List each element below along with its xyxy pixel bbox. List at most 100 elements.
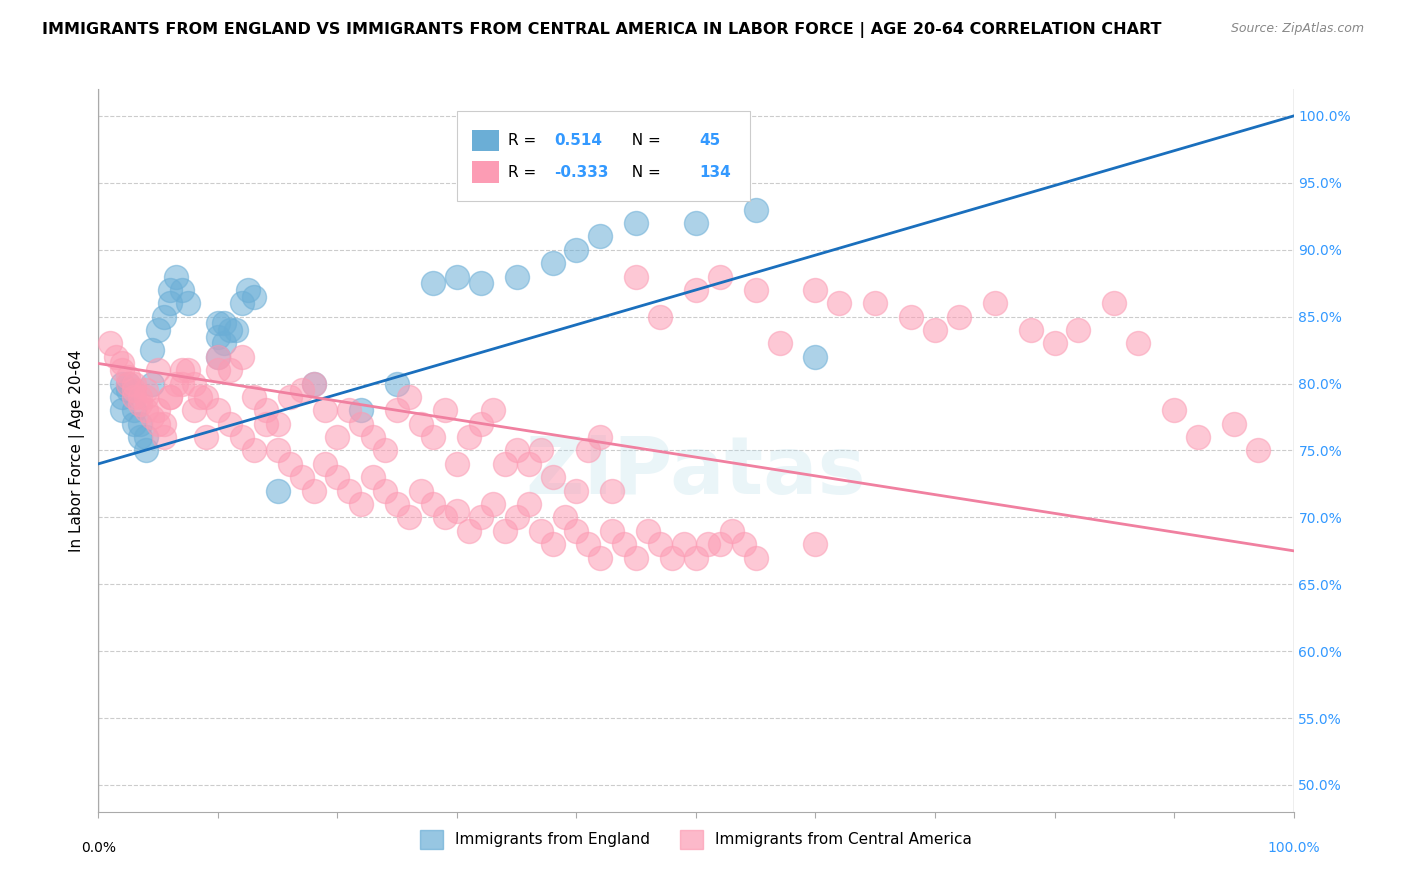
- Point: [159, 390, 181, 404]
- Point: [374, 443, 396, 458]
- Point: [141, 343, 163, 358]
- Point: [124, 403, 146, 417]
- Point: [225, 323, 247, 337]
- Point: [172, 376, 194, 391]
- Point: [506, 269, 529, 284]
- Point: [165, 376, 187, 391]
- Point: [481, 497, 505, 511]
- Point: [804, 283, 827, 297]
- Point: [172, 363, 194, 377]
- Point: [804, 537, 827, 551]
- Point: [165, 269, 187, 284]
- Point: [98, 336, 122, 351]
- Point: [302, 376, 325, 391]
- Point: [183, 376, 205, 391]
- Point: [541, 470, 564, 484]
- Point: [422, 430, 444, 444]
- Point: [398, 390, 420, 404]
- Point: [339, 403, 361, 417]
- Point: [494, 457, 516, 471]
- Point: [828, 296, 851, 310]
- Point: [236, 283, 259, 297]
- Point: [135, 390, 157, 404]
- Point: [124, 390, 146, 404]
- Point: [315, 403, 337, 417]
- Point: [207, 330, 229, 344]
- Text: N =: N =: [621, 165, 665, 180]
- Point: [1223, 417, 1246, 431]
- Point: [900, 310, 922, 324]
- Point: [153, 417, 176, 431]
- Point: [470, 277, 492, 291]
- Point: [207, 363, 229, 377]
- Point: [129, 396, 152, 410]
- Point: [124, 384, 146, 398]
- Point: [1043, 336, 1066, 351]
- Point: [278, 390, 301, 404]
- Point: [117, 376, 139, 391]
- Point: [446, 269, 468, 284]
- Text: 100.0%: 100.0%: [1267, 840, 1320, 855]
- Point: [565, 243, 588, 257]
- Point: [470, 510, 492, 524]
- Point: [195, 430, 218, 444]
- Point: [385, 497, 409, 511]
- Point: [1163, 403, 1185, 417]
- Point: [1067, 323, 1090, 337]
- Point: [494, 524, 516, 538]
- Point: [177, 363, 200, 377]
- Text: -0.333: -0.333: [554, 165, 609, 180]
- Point: [135, 384, 157, 398]
- Point: [195, 390, 218, 404]
- Point: [254, 417, 277, 431]
- FancyBboxPatch shape: [457, 111, 749, 202]
- Bar: [472, 129, 499, 152]
- Point: [148, 323, 170, 337]
- Point: [565, 483, 588, 498]
- Point: [363, 470, 385, 484]
- Point: [589, 229, 612, 244]
- Point: [530, 524, 553, 538]
- Point: [517, 457, 540, 471]
- Point: [141, 376, 163, 391]
- Point: [804, 350, 827, 364]
- Point: [212, 336, 235, 351]
- Point: [685, 216, 707, 230]
- Point: [231, 430, 253, 444]
- Point: [177, 296, 200, 310]
- Point: [554, 510, 576, 524]
- Point: [219, 417, 242, 431]
- Point: [613, 537, 636, 551]
- Point: [111, 376, 134, 391]
- Point: [159, 283, 181, 297]
- Point: [948, 310, 970, 324]
- Point: [1104, 296, 1126, 310]
- Point: [326, 430, 349, 444]
- Point: [117, 369, 139, 384]
- Point: [648, 537, 672, 551]
- Point: [124, 417, 146, 431]
- Point: [219, 363, 242, 377]
- Point: [243, 290, 266, 304]
- Point: [350, 417, 373, 431]
- Point: [278, 457, 301, 471]
- Point: [135, 443, 157, 458]
- Point: [1128, 336, 1150, 351]
- Point: [506, 443, 529, 458]
- Point: [207, 350, 229, 364]
- Point: [111, 390, 134, 404]
- Point: [709, 269, 731, 284]
- Point: [578, 443, 600, 458]
- Point: [254, 403, 277, 417]
- Point: [984, 296, 1007, 310]
- Point: [745, 550, 768, 565]
- Point: [231, 296, 253, 310]
- Point: [745, 202, 768, 217]
- Point: [626, 269, 648, 284]
- Text: 45: 45: [700, 133, 721, 148]
- Point: [212, 317, 235, 331]
- Point: [326, 470, 349, 484]
- Point: [589, 430, 612, 444]
- Bar: [472, 161, 499, 183]
- Point: [1187, 430, 1209, 444]
